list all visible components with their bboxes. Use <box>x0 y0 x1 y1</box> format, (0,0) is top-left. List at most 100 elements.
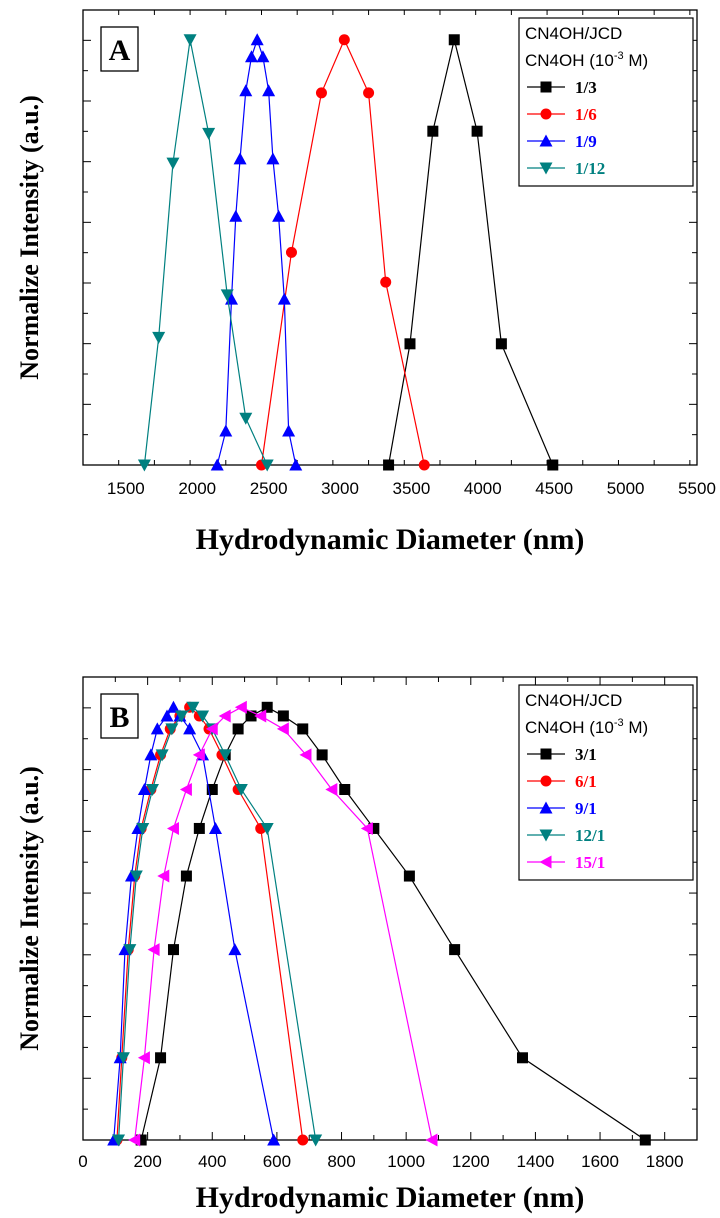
data-point <box>427 125 439 137</box>
panel-b: 0 200 400 600 800 1000 1200 1400 1600 1800 Hydrody… <box>15 676 698 1214</box>
data-point <box>144 748 158 761</box>
data-point <box>363 87 375 99</box>
data-point <box>155 749 169 762</box>
data-point <box>193 822 205 834</box>
panel-label: B <box>100 693 139 739</box>
series-line <box>216 37 297 466</box>
data-point <box>266 152 280 165</box>
data-point <box>471 125 483 137</box>
data-point <box>547 459 559 471</box>
panel-label: A <box>100 26 139 72</box>
data-point <box>202 127 216 140</box>
data-point <box>260 459 274 472</box>
x-tick-label: 2000 <box>178 479 216 498</box>
data-point <box>205 722 218 736</box>
data-point <box>425 1133 438 1147</box>
data-point <box>137 783 151 796</box>
data-point <box>183 722 197 735</box>
legend-entry-9-1: 9/1 <box>527 799 597 818</box>
data-point <box>166 821 179 835</box>
data-point <box>137 1051 150 1065</box>
data-point <box>152 331 166 344</box>
data-point <box>276 722 289 736</box>
legend-entry-1-6: 1/6 <box>527 105 597 124</box>
y-axis-title: Normalize Intensity (a.u.) <box>15 95 44 380</box>
legend-entry-3-1: 3/1 <box>527 745 597 764</box>
legend-marker <box>539 801 553 814</box>
x-tick-label: 1800 <box>646 1152 684 1171</box>
legend-label: 3/1 <box>575 745 597 764</box>
series-1-3 <box>383 34 559 471</box>
data-point <box>175 710 189 723</box>
data-point <box>403 870 415 882</box>
x-tick-label: 1500 <box>107 479 145 498</box>
data-point <box>233 152 247 165</box>
data-point <box>254 709 267 723</box>
data-point <box>196 710 210 723</box>
legend-label: 1/9 <box>575 132 597 151</box>
data-point <box>309 1134 323 1147</box>
x-tick-label: 0 <box>78 1152 87 1171</box>
panel-label-letter: B <box>109 701 129 734</box>
series-15-1 <box>128 700 438 1147</box>
legend-label: 15/1 <box>575 853 605 872</box>
data-point <box>338 34 350 46</box>
data-point <box>232 723 244 735</box>
legend-title-line1: CN4OH/JCD <box>525 691 622 710</box>
x-tick-label: 600 <box>263 1152 291 1171</box>
data-point <box>256 50 270 63</box>
series-line <box>117 706 317 1141</box>
x-tick-label: 200 <box>133 1152 161 1171</box>
x-tick-label: 400 <box>198 1152 226 1171</box>
data-point <box>244 50 258 63</box>
series-6-1 <box>111 701 309 1146</box>
data-point <box>449 944 461 956</box>
data-point <box>516 1052 528 1064</box>
plot-frame <box>82 676 698 1141</box>
data-point <box>297 1134 309 1146</box>
data-point <box>239 412 253 425</box>
data-point <box>260 822 274 835</box>
legend-box <box>518 17 694 187</box>
legend: CN4OH/JCD CN4OH (10-3 M) 3/1 6/1 9/1 12/1 15/1 <box>518 684 694 881</box>
x-tick-label: 1000 <box>387 1152 425 1171</box>
series-1-9 <box>210 33 303 471</box>
legend-marker <box>540 748 552 760</box>
legend-entry-12-1: 12/1 <box>527 826 605 845</box>
data-point <box>160 709 174 722</box>
legend-title-line1: CN4OH/JCD <box>525 24 622 43</box>
data-point <box>150 722 164 735</box>
data-point <box>272 209 286 222</box>
series-3-1 <box>135 701 651 1146</box>
data-point <box>165 723 179 736</box>
x-axis-title: Hydrodynamic Diameter (nm) <box>196 523 585 556</box>
x-tick-label: 4500 <box>535 479 573 498</box>
data-point <box>129 870 143 883</box>
panel-a: 1500 2000 2500 3000 3500 4000 4500 5000 5500 Hydr… <box>15 9 716 556</box>
data-point <box>147 943 160 957</box>
legend-marker <box>539 134 553 147</box>
data-point <box>299 748 312 762</box>
legend-marker <box>539 855 552 869</box>
legend-title-line2: CN4OH (10-3 M) <box>525 50 648 70</box>
legend-entry-6-1: 6/1 <box>527 772 597 791</box>
data-point <box>285 246 297 258</box>
x-tick-label: 800 <box>327 1152 355 1171</box>
x-tick-label: 3000 <box>321 479 359 498</box>
data-point <box>234 784 248 797</box>
data-point <box>183 34 197 47</box>
x-tick-label: 3500 <box>393 479 431 498</box>
panel-label-box <box>100 26 139 72</box>
data-point <box>448 34 460 46</box>
data-point <box>250 33 264 46</box>
legend-entry-15-1: 15/1 <box>527 853 605 872</box>
data-point <box>186 701 200 714</box>
legend-label: 1/6 <box>575 105 597 124</box>
data-point <box>639 1134 651 1146</box>
series-1-6 <box>255 34 430 471</box>
legend-label: 1/12 <box>575 159 605 178</box>
data-point <box>339 784 351 796</box>
data-point <box>297 723 309 735</box>
legend-marker <box>539 162 553 175</box>
data-point <box>495 338 507 350</box>
